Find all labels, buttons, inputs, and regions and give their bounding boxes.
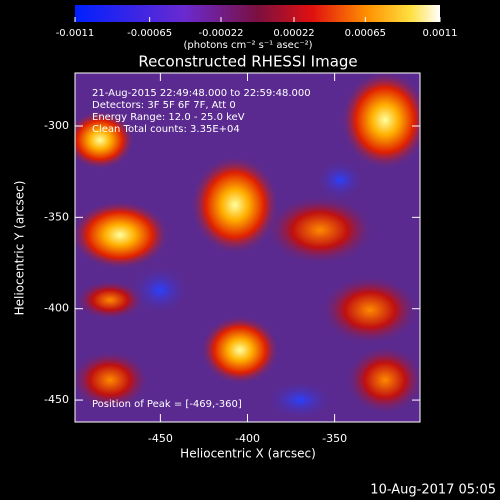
footer: 10-Aug-2017 05:05 [370, 483, 496, 498]
colorbar-tick-label: -0.0011 [56, 28, 95, 39]
y-tick-label: -350 [44, 210, 69, 223]
annotation: Position of Peak = [-469,-360] [92, 399, 242, 410]
colorbar-tick-label: 0.00022 [273, 28, 314, 39]
colorbar-units: (photons cm⁻² s⁻¹ asec⁻²) [183, 40, 312, 51]
annotation: Energy Range: 12.0 - 25.0 keV [92, 112, 245, 123]
colorbar [75, 5, 440, 22]
annotation: Clean Total counts: 3.35E+04 [92, 124, 240, 135]
x-axis-label: Heliocentric X (arcsec) [180, 447, 316, 461]
colorbar-tick-label: 0.0011 [423, 28, 458, 39]
x-tick-label: -350 [322, 432, 347, 445]
image [75, 73, 420, 422]
chart-title: Reconstructed RHESSI Image [138, 53, 357, 71]
x-tick-label: -400 [235, 432, 260, 445]
colorbar-tick-label: 0.00065 [345, 28, 386, 39]
colorbar-tick-label: -0.00065 [127, 28, 172, 39]
y-tick-label: -300 [44, 119, 69, 132]
annotation: Detectors: 3F 5F 6F 7F, Att 0 [92, 100, 236, 111]
colorbar-tick-label: -0.00022 [199, 28, 244, 39]
x-tick-label: -450 [148, 432, 173, 445]
annotation: 21-Aug-2015 22:49:48.000 to 22:59:48.000 [92, 88, 311, 99]
y-tick-label: -400 [44, 302, 69, 315]
y-axis-label: Heliocentric Y (arcsec) [13, 181, 27, 316]
y-tick-label: -450 [44, 393, 69, 406]
